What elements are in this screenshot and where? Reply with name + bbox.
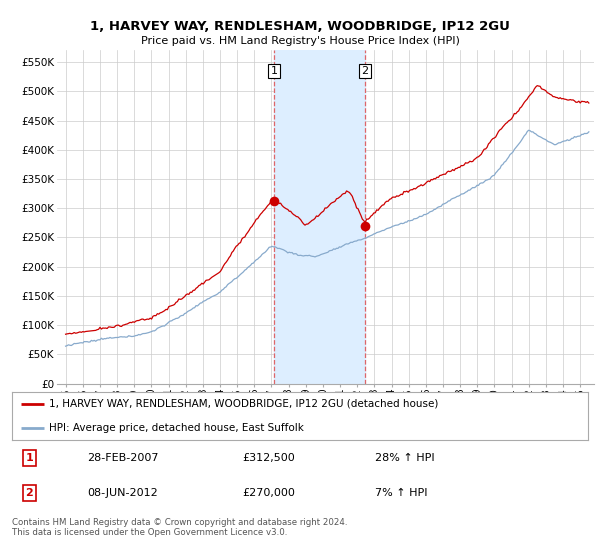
Text: 7% ↑ HPI: 7% ↑ HPI [375,488,427,498]
Text: 28% ↑ HPI: 28% ↑ HPI [375,453,434,463]
Text: £270,000: £270,000 [242,488,295,498]
Text: 28-FEB-2007: 28-FEB-2007 [87,453,158,463]
Text: Price paid vs. HM Land Registry's House Price Index (HPI): Price paid vs. HM Land Registry's House … [140,36,460,46]
Text: Contains HM Land Registry data © Crown copyright and database right 2024.
This d: Contains HM Land Registry data © Crown c… [12,518,347,538]
Text: 08-JUN-2012: 08-JUN-2012 [87,488,158,498]
Bar [274,50,365,384]
Text: £312,500: £312,500 [242,453,295,463]
Text: HPI: Average price, detached house, East Suffolk: HPI: Average price, detached house, East… [49,423,304,433]
Text: 1: 1 [271,66,278,76]
Text: 2: 2 [361,66,368,76]
Text: 2: 2 [25,488,33,498]
Text: 1, HARVEY WAY, RENDLESHAM, WOODBRIDGE, IP12 2GU (detached house): 1, HARVEY WAY, RENDLESHAM, WOODBRIDGE, I… [49,399,439,409]
Text: 1, HARVEY WAY, RENDLESHAM, WOODBRIDGE, IP12 2GU: 1, HARVEY WAY, RENDLESHAM, WOODBRIDGE, I… [90,20,510,32]
Text: 1: 1 [25,453,33,463]
